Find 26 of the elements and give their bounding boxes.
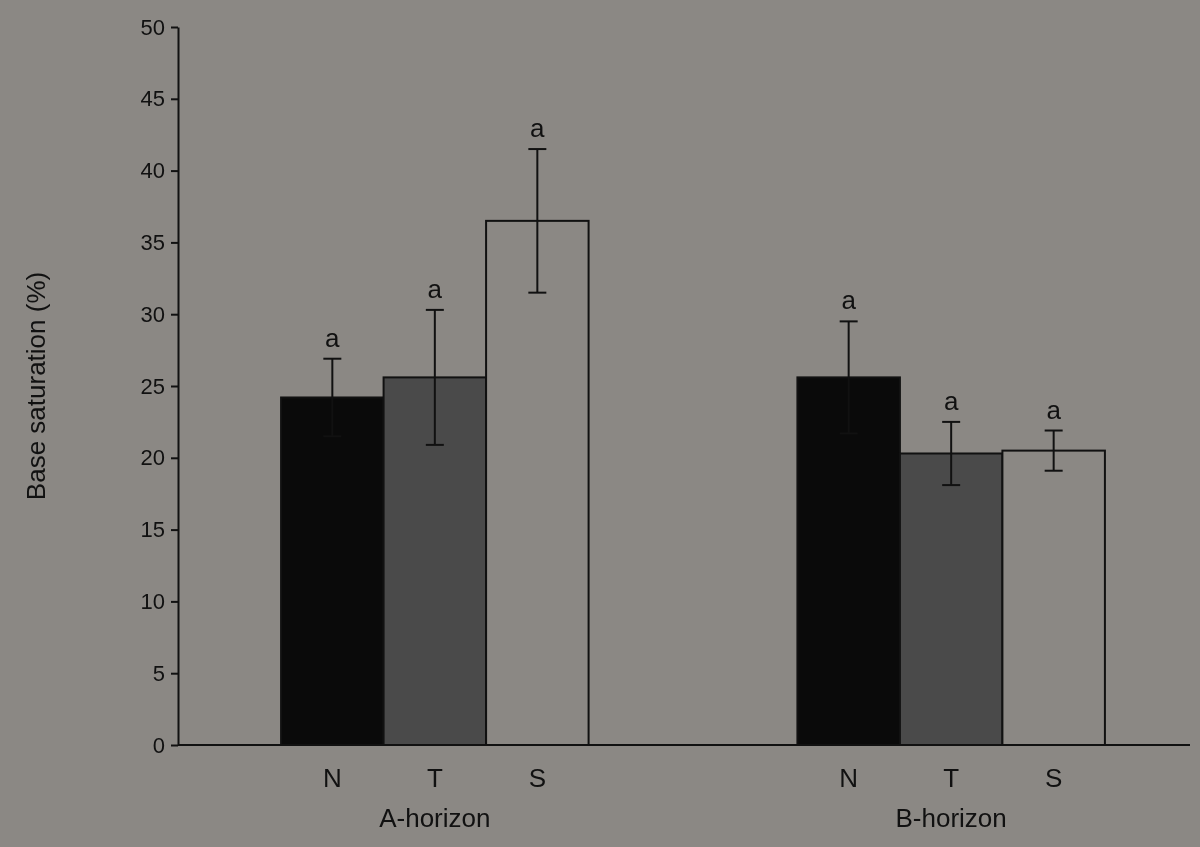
series-label: S bbox=[528, 763, 547, 793]
y-tick-label: 20 bbox=[140, 445, 165, 471]
text: T bbox=[943, 763, 960, 793]
data-label: a bbox=[841, 285, 857, 316]
text: N bbox=[839, 763, 859, 793]
x-tick-label: B-horizon bbox=[895, 803, 1007, 833]
y-tick-label: 30 bbox=[140, 301, 165, 327]
y-tick-label: 50 bbox=[140, 14, 165, 40]
y-tick-label: 0 bbox=[152, 732, 165, 758]
y-tick-label: 45 bbox=[140, 86, 165, 112]
data-label: a bbox=[427, 273, 443, 304]
text: S bbox=[1044, 763, 1063, 793]
data-label: a bbox=[530, 113, 546, 144]
series-label: T bbox=[426, 763, 443, 793]
series-label: N bbox=[322, 763, 342, 793]
y-tick-label: 40 bbox=[140, 158, 165, 184]
data-label: a bbox=[325, 322, 341, 353]
y-tick-label: 10 bbox=[140, 588, 165, 614]
y-tick-label: 35 bbox=[140, 229, 165, 255]
y-axis-title: Base saturation (%) bbox=[21, 271, 51, 501]
data-label: a bbox=[1046, 394, 1062, 425]
x-tick-label: A-horizon bbox=[379, 803, 491, 833]
y-tick-label: 5 bbox=[152, 660, 165, 686]
y-tick-label: 15 bbox=[140, 517, 165, 543]
y-tick-label: 25 bbox=[140, 373, 165, 399]
data-label: a bbox=[943, 385, 959, 416]
